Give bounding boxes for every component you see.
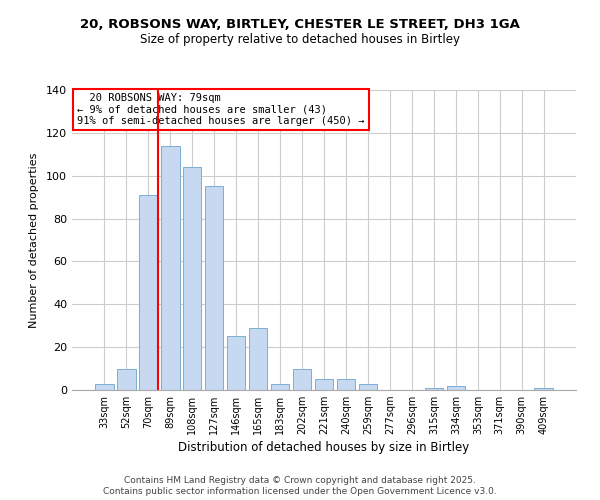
Bar <box>359 384 377 390</box>
Bar <box>139 195 158 390</box>
Bar <box>425 388 443 390</box>
Bar <box>535 388 553 390</box>
Bar <box>161 146 179 390</box>
Bar <box>271 384 289 390</box>
Text: Size of property relative to detached houses in Birtley: Size of property relative to detached ho… <box>140 32 460 46</box>
X-axis label: Distribution of detached houses by size in Birtley: Distribution of detached houses by size … <box>178 442 470 454</box>
Bar <box>205 186 223 390</box>
Bar <box>249 328 268 390</box>
Bar <box>446 386 465 390</box>
Text: 20 ROBSONS WAY: 79sqm  
← 9% of detached houses are smaller (43)
91% of semi-det: 20 ROBSONS WAY: 79sqm ← 9% of detached h… <box>77 93 365 126</box>
Bar <box>227 336 245 390</box>
Bar <box>293 368 311 390</box>
Bar <box>95 384 113 390</box>
Text: 20, ROBSONS WAY, BIRTLEY, CHESTER LE STREET, DH3 1GA: 20, ROBSONS WAY, BIRTLEY, CHESTER LE STR… <box>80 18 520 30</box>
Text: Contains public sector information licensed under the Open Government Licence v3: Contains public sector information licen… <box>103 488 497 496</box>
Bar <box>183 167 202 390</box>
Bar <box>314 380 334 390</box>
Bar <box>117 368 136 390</box>
Text: Contains HM Land Registry data © Crown copyright and database right 2025.: Contains HM Land Registry data © Crown c… <box>124 476 476 485</box>
Bar <box>337 380 355 390</box>
Y-axis label: Number of detached properties: Number of detached properties <box>29 152 39 328</box>
